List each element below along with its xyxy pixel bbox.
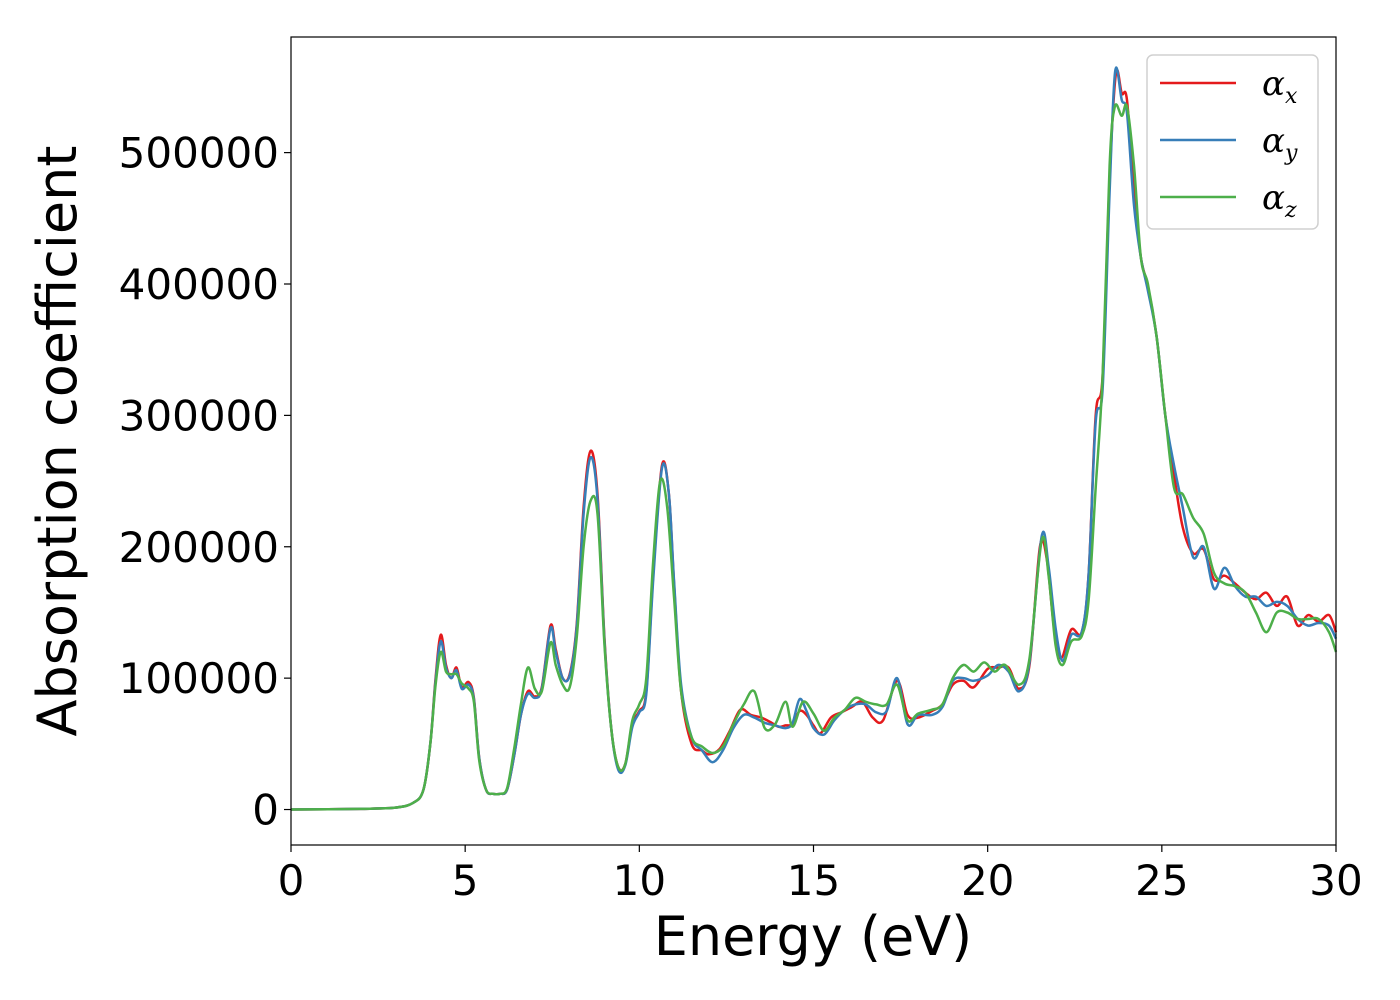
legend-label-y: αy	[1262, 121, 1298, 166]
y-tick-label: 200000	[119, 523, 279, 572]
x-tick-label: 10	[613, 856, 666, 905]
x-tick-label: 25	[1135, 856, 1188, 905]
y-axis-title: Absorption coefficient	[26, 146, 89, 737]
series-layer	[290, 66, 1338, 811]
y-tick-label: 300000	[119, 391, 279, 440]
series-line-z	[290, 103, 1338, 811]
legend-label-x: αx	[1262, 64, 1298, 109]
y-tick-label: 500000	[119, 129, 279, 178]
x-tick-label: 5	[452, 856, 479, 905]
y-axis-ticks: 0 100000 200000 300000 400000 500000	[119, 129, 291, 835]
x-axis-title: Energy (eV)	[654, 905, 973, 968]
x-tick-label: 15	[787, 856, 840, 905]
legend: αx αy αz	[1146, 54, 1319, 230]
legend-label-z: αz	[1262, 178, 1297, 223]
legend-box	[1146, 54, 1319, 230]
x-tick-label: 30	[1309, 856, 1362, 905]
y-tick-label: 400000	[119, 260, 279, 309]
y-tick-label: 0	[252, 786, 279, 835]
x-tick-label: 0	[278, 856, 305, 905]
x-axis-ticks: 0 5 10 15 20 25 30	[278, 845, 1363, 905]
x-tick-label: 20	[961, 856, 1014, 905]
y-tick-label: 100000	[119, 654, 279, 703]
